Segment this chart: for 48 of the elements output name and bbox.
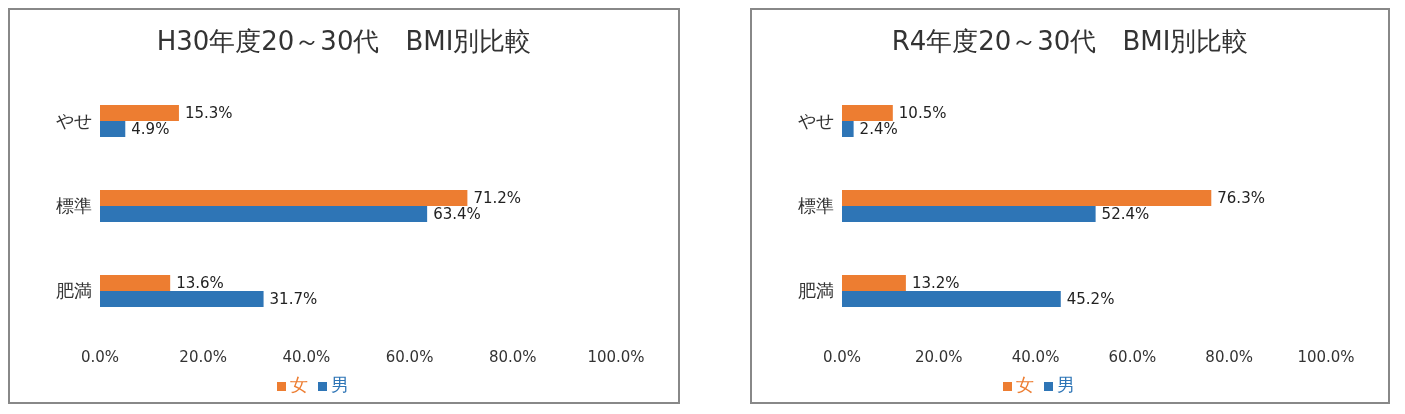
y-tick-label: 標準 <box>798 194 834 216</box>
y-tick-label: 肥満 <box>56 279 92 301</box>
bar <box>842 275 906 291</box>
data-label: 76.3% <box>1217 189 1265 207</box>
x-tick-label: 80.0% <box>488 347 537 366</box>
data-label: 63.4% <box>433 205 481 223</box>
data-label: 10.5% <box>898 104 947 122</box>
bar <box>842 206 1096 222</box>
data-label: 15.3% <box>184 104 233 122</box>
data-label: 52.4% <box>1101 205 1150 223</box>
y-tick-label: やせ <box>56 109 92 131</box>
chart-title: R4年度20～30代 BMI別比較 <box>890 25 1250 58</box>
bar <box>100 291 264 307</box>
x-tick-label: 100.0% <box>587 347 645 366</box>
x-tick-label: 20.0% <box>914 347 963 366</box>
bar <box>100 190 468 206</box>
legend-label: 女 <box>1016 374 1034 395</box>
legend-label: 男 <box>1057 374 1075 395</box>
bar <box>842 291 1061 307</box>
data-label: 31.7% <box>269 290 318 308</box>
data-label: 13.2% <box>911 274 960 292</box>
bar <box>100 121 126 137</box>
x-tick-label: 80.0% <box>1205 347 1254 366</box>
data-label: 71.2% <box>473 189 522 207</box>
legend-label: 女 <box>290 374 308 395</box>
bar <box>842 190 1212 206</box>
y-tick-label: やせ <box>798 109 834 131</box>
legend-label: 男 <box>331 374 349 395</box>
x-tick-label: 0.0% <box>80 347 120 366</box>
data-label: 13.6% <box>176 274 224 292</box>
bar <box>100 206 428 222</box>
y-tick-label: 肥満 <box>798 279 834 301</box>
x-tick-label: 60.0% <box>1108 347 1157 366</box>
x-tick-label: 60.0% <box>385 347 434 366</box>
chart-title: H30年度20～30代 BMI別比較 <box>155 25 533 58</box>
data-label: 4.9% <box>131 120 170 138</box>
data-label: 2.4% <box>859 120 898 138</box>
y-tick-label: 標準 <box>56 194 92 216</box>
data-label: 45.2% <box>1066 290 1115 308</box>
bar <box>842 121 854 137</box>
x-tick-label: 20.0% <box>179 347 228 366</box>
x-tick-label: 100.0% <box>1297 347 1355 366</box>
x-tick-label: 40.0% <box>282 347 331 366</box>
bar <box>100 105 179 121</box>
bar <box>100 275 171 291</box>
x-tick-label: 0.0% <box>822 347 862 366</box>
x-tick-label: 40.0% <box>1011 347 1060 366</box>
bar <box>842 105 893 121</box>
